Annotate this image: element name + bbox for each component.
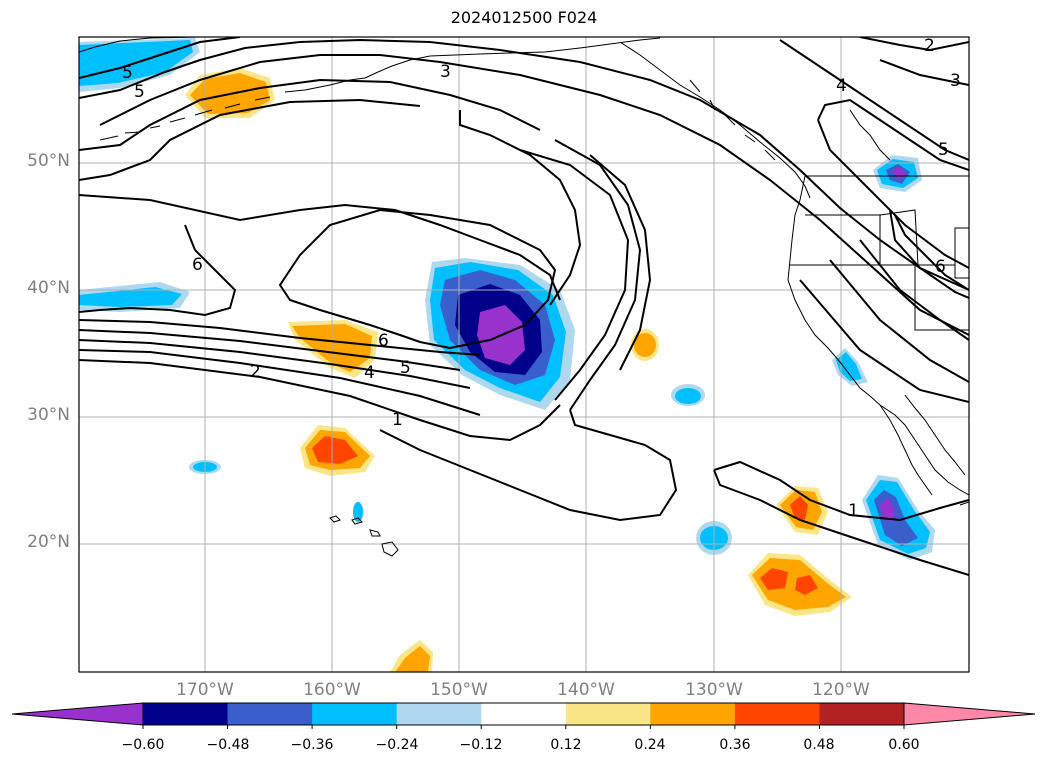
contour-label: 3 xyxy=(440,62,451,82)
contour-label: 5 xyxy=(400,358,411,378)
lat-label-50n: 50°N xyxy=(0,151,70,171)
colorbar-tick-label: 0.24 xyxy=(615,737,685,753)
lon-label-150w: 150°W xyxy=(409,680,509,700)
colorbar-segment xyxy=(312,703,397,725)
colorbar-tick-label: 0.60 xyxy=(869,737,939,753)
lon-label-130w: 130°W xyxy=(664,680,764,700)
colorbar-segment xyxy=(735,703,820,725)
contour-label: 4 xyxy=(836,76,847,96)
contour-label: 3 xyxy=(950,71,961,91)
colorbar-segment xyxy=(904,703,1035,725)
contour-label: 1 xyxy=(848,501,859,521)
lon-label-120w: 120°W xyxy=(791,680,891,700)
contour-label: 5 xyxy=(134,82,145,102)
colorbar-segment xyxy=(143,703,228,725)
lat-label-40n: 40°N xyxy=(0,278,70,298)
lon-label-170w: 170°W xyxy=(155,680,255,700)
colorbar-segment xyxy=(566,703,651,725)
colorbar-tick-label: −0.12 xyxy=(446,737,516,753)
contour-label: 5 xyxy=(122,63,133,83)
lon-label-160w: 160°W xyxy=(282,680,382,700)
lon-label-140w: 140°W xyxy=(536,680,636,700)
colorbar-tick-label: 0.36 xyxy=(700,737,770,753)
contour-label: 2 xyxy=(924,36,935,56)
contour-label: 6 xyxy=(192,255,203,275)
colorbar xyxy=(12,703,1035,729)
colorbar-tick-label: −0.60 xyxy=(108,737,178,753)
colorbar-segment xyxy=(12,703,143,725)
contour-label: 1 xyxy=(392,410,403,430)
colorbar-tick-label: 0.48 xyxy=(784,737,854,753)
colorbar-tick-label: −0.24 xyxy=(362,737,432,753)
colorbar-tick-label: −0.36 xyxy=(277,737,347,753)
colorbar-segment xyxy=(819,703,904,725)
colorbar-segment xyxy=(228,703,313,725)
lat-label-20n: 20°N xyxy=(0,532,70,552)
colorbar-segment xyxy=(650,703,735,725)
colorbar-tick-label: 0.12 xyxy=(531,737,601,753)
contour-label: 4 xyxy=(364,363,375,383)
lat-label-30n: 30°N xyxy=(0,405,70,425)
contour-label: 2 xyxy=(250,362,261,382)
map-canvas: 5 5 3 2 3 4 5 6 6 6 5 4 2 1 1 xyxy=(0,0,1047,765)
contour-label: 5 xyxy=(938,140,949,160)
colorbar-segment xyxy=(397,703,482,725)
colorbar-tick-label: −0.48 xyxy=(193,737,263,753)
contour-label: 6 xyxy=(935,257,946,277)
contour-label: 6 xyxy=(378,331,389,351)
colorbar-segment xyxy=(481,703,566,725)
